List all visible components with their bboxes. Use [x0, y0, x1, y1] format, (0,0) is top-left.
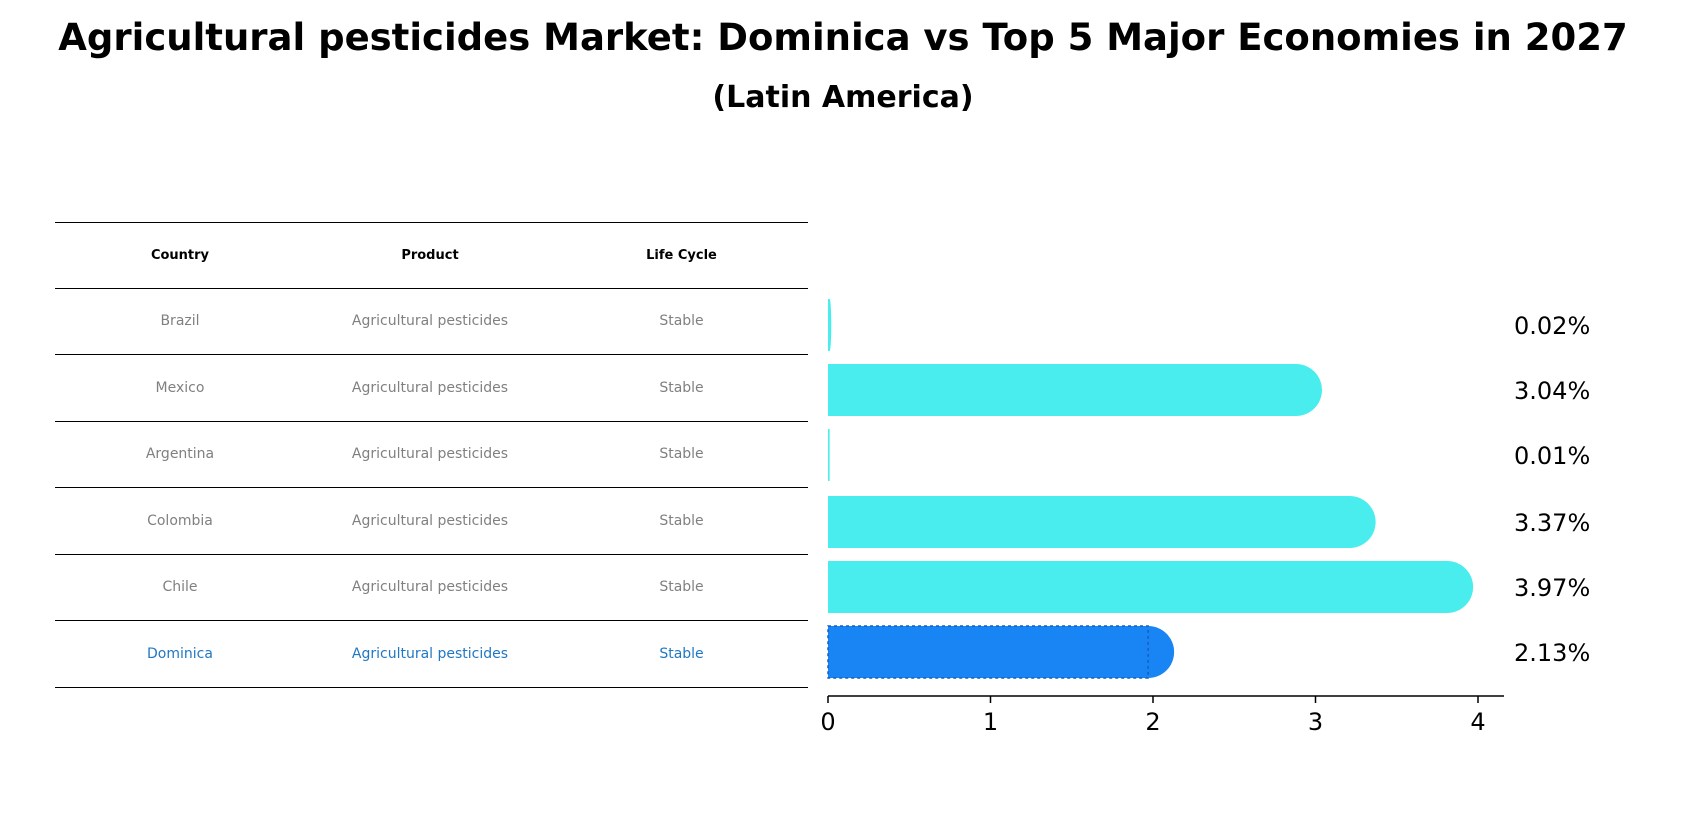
- life-cycle-cell: Stable: [659, 645, 704, 662]
- bar: [828, 496, 1376, 548]
- header-life-cycle: Life Cycle: [646, 247, 717, 263]
- product-cell: Agricultural pesticides: [351, 379, 509, 396]
- product-cell: Agricultural pesticides: [351, 446, 509, 463]
- data-table: Country Product Life Cycle Brazil Agricu…: [55, 222, 808, 688]
- chart-title: Agricultural pesticides Market: Dominica…: [58, 16, 1628, 59]
- chart-subtitle: (Latin America): [712, 80, 974, 115]
- value-label: 3.37%: [1514, 509, 1590, 537]
- bar: [828, 561, 1474, 613]
- value-label: 0.01%: [1514, 442, 1590, 470]
- x-tick-label: 4: [1470, 708, 1485, 736]
- country-cell: Brazil: [160, 313, 200, 330]
- bar: [828, 299, 832, 351]
- table-row: Mexico Agricultural pesticides Stable: [55, 355, 808, 422]
- country-cell: Argentina: [145, 446, 215, 463]
- country-cell: Dominica: [147, 645, 213, 662]
- table-row: Colombia Agricultural pesticides Stable: [55, 488, 808, 555]
- header-product: Product: [401, 247, 459, 263]
- table-row: Brazil Agricultural pesticides Stable: [55, 289, 808, 355]
- life-cycle-cell: Stable: [659, 512, 704, 529]
- life-cycle-cell: Stable: [659, 579, 704, 596]
- x-tick-label: 3: [1308, 708, 1323, 736]
- country-cell: Colombia: [147, 512, 213, 529]
- table-row: Chile Agricultural pesticides Stable: [55, 555, 808, 621]
- value-label: 3.97%: [1514, 574, 1590, 602]
- table-row: Argentina Agricultural pesticides Stable: [55, 422, 808, 488]
- bar: [828, 626, 1175, 678]
- product-cell: Agricultural pesticides: [351, 645, 509, 662]
- life-cycle-cell: Stable: [659, 446, 704, 463]
- country-cell: Chile: [162, 579, 198, 596]
- table-header-row: Country Product Life Cycle: [55, 222, 808, 289]
- x-tick-label: 1: [983, 708, 998, 736]
- value-label: 0.02%: [1514, 312, 1590, 340]
- value-label: 3.04%: [1514, 377, 1590, 405]
- x-tick-label: 0: [820, 708, 835, 736]
- x-tick-label: 2: [1145, 708, 1160, 736]
- life-cycle-cell: Stable: [659, 379, 704, 396]
- product-cell: Agricultural pesticides: [351, 512, 509, 529]
- life-cycle-cell: Stable: [659, 313, 704, 330]
- header-country: Country: [150, 247, 210, 263]
- product-cell: Agricultural pesticides: [351, 313, 509, 330]
- bar: [828, 429, 830, 481]
- table-row-highlight: Dominica Agricultural pesticides Stable: [55, 621, 808, 688]
- bar: [828, 364, 1322, 416]
- product-cell: Agricultural pesticides: [351, 579, 509, 596]
- country-cell: Mexico: [155, 379, 205, 396]
- value-label: 2.13%: [1514, 639, 1590, 667]
